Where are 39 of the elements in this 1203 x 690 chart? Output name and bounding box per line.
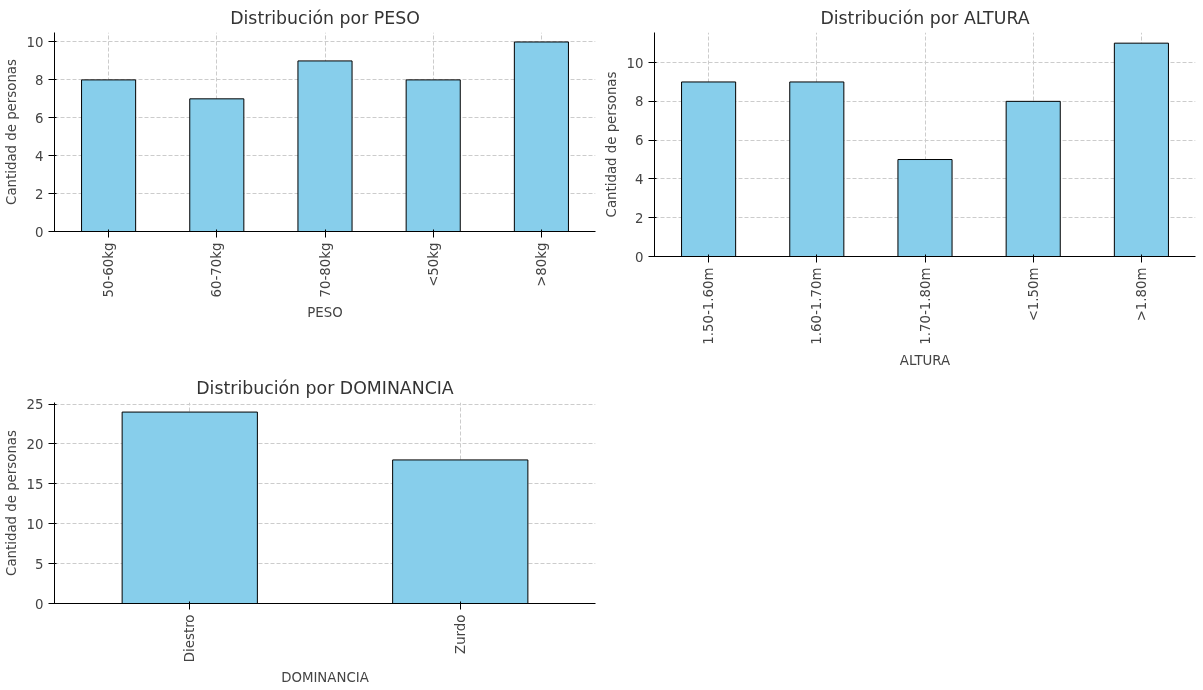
x-tick-label: Diestro <box>182 614 198 663</box>
x-tick-label: 1.70-1.80m <box>917 267 933 345</box>
y-tick-label: 20 <box>26 436 44 452</box>
x-tick-label: 50-60kg <box>101 242 117 298</box>
y-tick-label: 10 <box>626 55 644 71</box>
x-axis-title: ALTURA <box>899 352 951 368</box>
y-tick-label: 2 <box>35 186 44 202</box>
chart-title: Distribución por PESO <box>230 7 420 28</box>
y-tick-label: 4 <box>635 171 644 187</box>
x-tick-label: 1.50-1.60m <box>701 267 717 345</box>
y-tick-label: 6 <box>35 110 44 126</box>
y-tick-label: 0 <box>35 596 44 612</box>
y-axis-title: Cantidad de personas <box>3 59 19 205</box>
y-tick-label: 2 <box>635 210 644 226</box>
y-tick-label: 8 <box>35 72 44 88</box>
y-axis-title: Cantidad de personas <box>603 71 619 218</box>
y-tick-label: 6 <box>635 133 644 149</box>
chart-title: Distribución por DOMINANCIA <box>196 377 454 398</box>
y-tick-label: 0 <box>35 224 44 240</box>
y-axis-title: Cantidad de personas <box>3 430 19 576</box>
x-tick-label: Zurdo <box>452 614 468 654</box>
y-tick-label: 15 <box>26 476 44 492</box>
x-tick-label: >1.80m <box>1133 267 1149 322</box>
x-tick-label: <1.50m <box>1025 267 1041 322</box>
y-tick-label: 10 <box>26 34 44 50</box>
x-tick-label: 70-80kg <box>317 242 333 298</box>
y-tick-label: 5 <box>35 556 44 572</box>
x-tick-label: >80kg <box>533 242 549 287</box>
chart-title: Distribución por ALTURA <box>820 7 1030 28</box>
x-tick-label: <50kg <box>425 242 441 287</box>
y-tick-label: 25 <box>26 397 44 413</box>
x-axis-title: DOMINANCIA <box>281 670 369 686</box>
x-axis-title: PESO <box>307 305 343 321</box>
y-tick-label: 8 <box>635 94 644 110</box>
y-tick-label: 4 <box>35 148 44 164</box>
y-tick-label: 10 <box>26 516 44 532</box>
y-tick-label: 0 <box>635 249 644 265</box>
x-tick-label: 1.60-1.70m <box>809 267 825 345</box>
x-tick-label: 60-70kg <box>209 242 225 298</box>
